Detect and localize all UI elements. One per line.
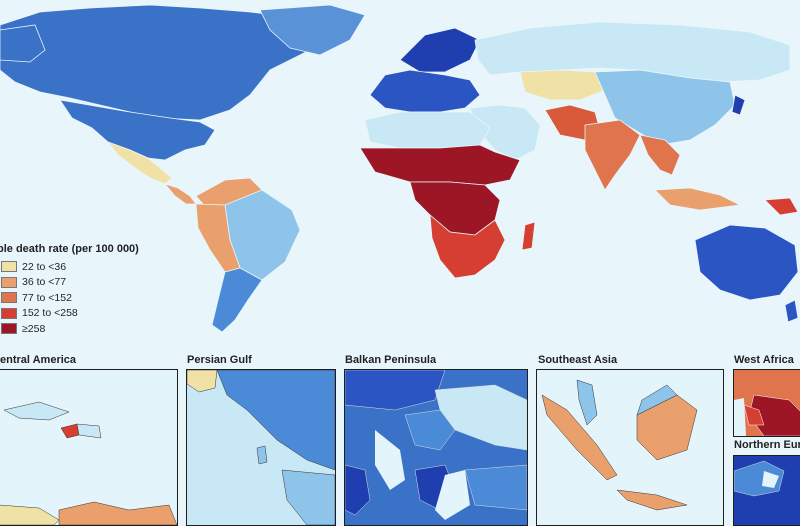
inset-southeast-asia-map (541, 379, 698, 511)
region-sierra-leone (743, 404, 765, 426)
legend-item: 152 to <258 (0, 306, 175, 322)
region-madagascar (521, 221, 536, 251)
legend-label: 36 to <77 (22, 276, 67, 289)
region-colombia (58, 501, 177, 525)
region-panama (0, 504, 60, 525)
region-japan (731, 94, 746, 116)
legend-title: ble death rate (per 100 000) (0, 243, 139, 255)
region-usa (59, 99, 216, 161)
inset-title-northern-europe: Northern Europ (734, 439, 800, 451)
region-papua (764, 197, 799, 216)
legend-label: ≥258 (22, 322, 46, 335)
region-mainland-southeast-asia (639, 134, 681, 176)
legend-swatch (1, 276, 17, 288)
legend-label: 77 to <152 (22, 291, 72, 304)
region-sarawak (636, 384, 678, 416)
region-dominican-republic (76, 423, 102, 439)
legend-label: 152 to <258 (22, 307, 78, 320)
inset-northern-europe (733, 455, 800, 526)
legend-swatch (1, 307, 17, 319)
legend-swatch (1, 323, 17, 335)
legend-item: 22 to <36 (0, 259, 175, 275)
legend-swatch (1, 292, 17, 304)
region-southern-africa (429, 214, 506, 279)
inset-central-america-map (0, 401, 177, 525)
region-qatar (256, 445, 268, 465)
region-cuba (3, 401, 70, 421)
region-iran (216, 370, 335, 471)
region-australia (694, 224, 799, 301)
legend-item: 77 to <152 (0, 290, 175, 306)
inset-balkan-peninsula (344, 369, 528, 526)
region-sahel (359, 144, 521, 186)
region-aegean-sea (435, 470, 470, 520)
region-china (594, 69, 736, 146)
inset-title-southeast-asia: Southeast Asia (538, 354, 618, 366)
inset-west-africa (733, 369, 800, 437)
inset-southeast-asia (536, 369, 724, 526)
region-new-zealand (784, 299, 799, 323)
region-central-america (163, 183, 197, 205)
region-greenland (259, 4, 366, 56)
region-malay-peninsula (576, 379, 598, 426)
region-iraq-kuwait (187, 370, 218, 393)
region-scandinavia (399, 27, 481, 73)
legend-item: 36 to <77 (0, 275, 175, 291)
region-western-europe (369, 69, 481, 113)
region-central-asia (519, 69, 606, 101)
region-atlantic-ocean (734, 398, 746, 436)
region-north-africa (364, 111, 491, 149)
region-uae-oman (281, 469, 335, 525)
region-indonesia (654, 187, 742, 211)
inset-central-america (0, 369, 178, 526)
legend: ble death rate (per 100 000) 22 to <36 3… (0, 243, 175, 337)
region-italy (345, 464, 371, 516)
inset-persian-gulf-map (187, 370, 335, 525)
region-haiti (60, 423, 80, 439)
inset-persian-gulf (186, 369, 336, 526)
region-central-europe (345, 370, 446, 411)
region-southern-cone (211, 267, 263, 333)
legend-item: ≥258 (0, 321, 175, 337)
region-mexico (106, 141, 173, 185)
region-sumatra (541, 394, 618, 481)
region-serbia (404, 409, 456, 451)
inset-northern-europe-map (734, 456, 800, 525)
region-canada (0, 4, 331, 121)
inset-title-balkan-peninsula: Balkan Peninsula (345, 354, 437, 366)
region-sea (762, 471, 779, 488)
inset-west-africa-map (734, 370, 800, 436)
legend-swatch (1, 261, 17, 273)
inset-balkan-peninsula-map (345, 370, 527, 525)
inset-title-persian-gulf: Persian Gulf (187, 354, 252, 366)
region-india (584, 119, 641, 191)
legend-label: 22 to <36 (22, 260, 67, 273)
inset-title-west-africa: West Africa (734, 354, 794, 366)
region-java (616, 489, 688, 511)
region-adriatic-sea (375, 430, 405, 490)
world-map (0, 4, 799, 333)
inset-title-central-america: entral America (0, 354, 77, 366)
region-turkey (464, 464, 527, 511)
region-alaska (0, 24, 46, 63)
